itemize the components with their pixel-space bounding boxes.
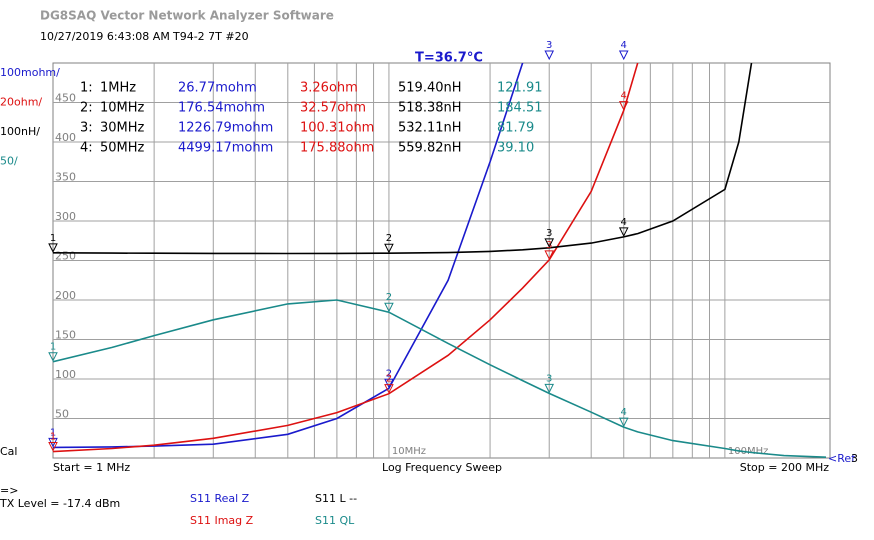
ref-label: <Ref bbox=[828, 452, 856, 465]
scale-label: 100nH/ bbox=[0, 125, 40, 138]
legend-entry: S11 QL bbox=[315, 514, 355, 527]
trace bbox=[53, 63, 639, 453]
y-tick-label: 50 bbox=[55, 408, 69, 421]
marker-triangle bbox=[48, 442, 58, 452]
legend-entry: S11 L -- bbox=[315, 492, 357, 505]
marker-readout: 10MHz bbox=[100, 101, 145, 116]
marker-label: 2 bbox=[386, 233, 392, 244]
marker-readout: 26.77mohm bbox=[178, 81, 257, 96]
marker-triangle bbox=[544, 50, 555, 61]
marker-label: 2 bbox=[386, 374, 392, 385]
marker-readout: 30MHz bbox=[100, 121, 145, 136]
marker-readout: 518.38nH bbox=[398, 101, 462, 116]
marker-readout: 184.51 bbox=[497, 101, 543, 116]
marker-label: 3 bbox=[546, 240, 552, 251]
marker-readout: 3: bbox=[80, 121, 93, 136]
scale-label: 100mohm/ bbox=[0, 66, 60, 79]
marker-readout: 32.57ohm bbox=[300, 101, 366, 116]
marker-label: 4 bbox=[621, 91, 627, 102]
y-tick-label: 350 bbox=[55, 171, 76, 184]
marker-triangle bbox=[544, 383, 555, 394]
device-label: T94-2 7T #20 bbox=[172, 30, 249, 43]
scale-label: 20ohm/ bbox=[0, 96, 42, 109]
y-tick-label: 200 bbox=[55, 289, 76, 302]
ref-number: 3 bbox=[851, 452, 858, 465]
marker-readout: 176.54mohm bbox=[178, 101, 265, 116]
start-label: Start = 1 MHz bbox=[53, 461, 130, 474]
marker-readout: 4499.17mohm bbox=[178, 141, 273, 156]
marker-label: 3 bbox=[546, 228, 552, 239]
marker-triangle bbox=[48, 352, 58, 362]
marker-label: 4 bbox=[621, 407, 627, 418]
marker-triangle bbox=[384, 302, 394, 313]
y-tick-label: 400 bbox=[55, 131, 76, 144]
x-tick-label: 10MHz bbox=[392, 446, 426, 457]
marker-triangle bbox=[384, 243, 394, 254]
marker-readout: 50MHz bbox=[100, 141, 145, 156]
marker-label: 1 bbox=[50, 432, 56, 443]
marker-label: 2 bbox=[386, 368, 392, 379]
y-tick-label: 150 bbox=[55, 329, 76, 342]
marker-label: 3 bbox=[546, 40, 552, 51]
marker-triangle bbox=[544, 238, 555, 248]
y-tick-label: 100 bbox=[55, 368, 76, 381]
marker-readout: 1: bbox=[80, 81, 93, 96]
marker-readout: 559.82nH bbox=[398, 141, 462, 156]
marker-triangle bbox=[384, 384, 394, 394]
tx-level: TX Level = -17.4 dBm bbox=[0, 497, 120, 510]
marker-triangle bbox=[618, 50, 629, 61]
marker-readout: 100.31ohm bbox=[300, 121, 374, 136]
marker-label: 3 bbox=[546, 373, 552, 384]
marker-triangle bbox=[544, 250, 555, 261]
marker-triangle bbox=[618, 101, 629, 111]
marker-label: 2 bbox=[386, 292, 392, 303]
marker-readout: 39.10 bbox=[497, 141, 534, 156]
marker-readout: 4: bbox=[80, 141, 93, 156]
y-tick-label: 300 bbox=[55, 210, 76, 223]
y-tick-label: 450 bbox=[55, 92, 76, 105]
trace bbox=[53, 63, 753, 255]
marker-readout: 519.40nH bbox=[398, 81, 462, 96]
scale-label: Cal bbox=[0, 445, 17, 458]
datetime: 10/27/2019 6:43:08 AM bbox=[40, 30, 170, 43]
marker-triangle bbox=[618, 417, 629, 428]
marker-readout: 532.11nH bbox=[398, 121, 462, 136]
marker-readout: 3.26ohm bbox=[300, 81, 358, 96]
sweep-label: Log Frequency Sweep bbox=[382, 461, 502, 474]
marker-triangle bbox=[384, 378, 394, 389]
marker-triangle bbox=[48, 243, 58, 253]
arrow: => bbox=[0, 484, 18, 497]
marker-label: 1 bbox=[50, 233, 56, 244]
trace bbox=[53, 299, 827, 458]
y-tick-label: 250 bbox=[55, 250, 76, 263]
temperature: T=36.7°C bbox=[415, 51, 483, 66]
marker-readout: 175.88ohm bbox=[300, 141, 374, 156]
marker-label: 1 bbox=[50, 427, 56, 438]
legend-entry: S11 Real Z bbox=[190, 492, 250, 505]
marker-label: 4 bbox=[621, 217, 627, 228]
marker-triangle bbox=[618, 227, 629, 237]
app-title: DG8SAQ Vector Network Analyzer Software bbox=[40, 9, 334, 23]
marker-label: 4 bbox=[621, 40, 627, 51]
marker-readout: 1MHz bbox=[100, 81, 136, 96]
marker-readout: 81.79 bbox=[497, 121, 534, 136]
marker-readout: 1226.79mohm bbox=[178, 121, 273, 136]
stop-label: Stop = 200 MHz bbox=[740, 461, 829, 474]
legend-entry: S11 Imag Z bbox=[190, 514, 254, 527]
scale-label: 50/ bbox=[0, 155, 18, 168]
marker-readout: 2: bbox=[80, 101, 93, 116]
marker-readout: 121.91 bbox=[497, 81, 543, 96]
marker-label: 1 bbox=[50, 342, 56, 353]
